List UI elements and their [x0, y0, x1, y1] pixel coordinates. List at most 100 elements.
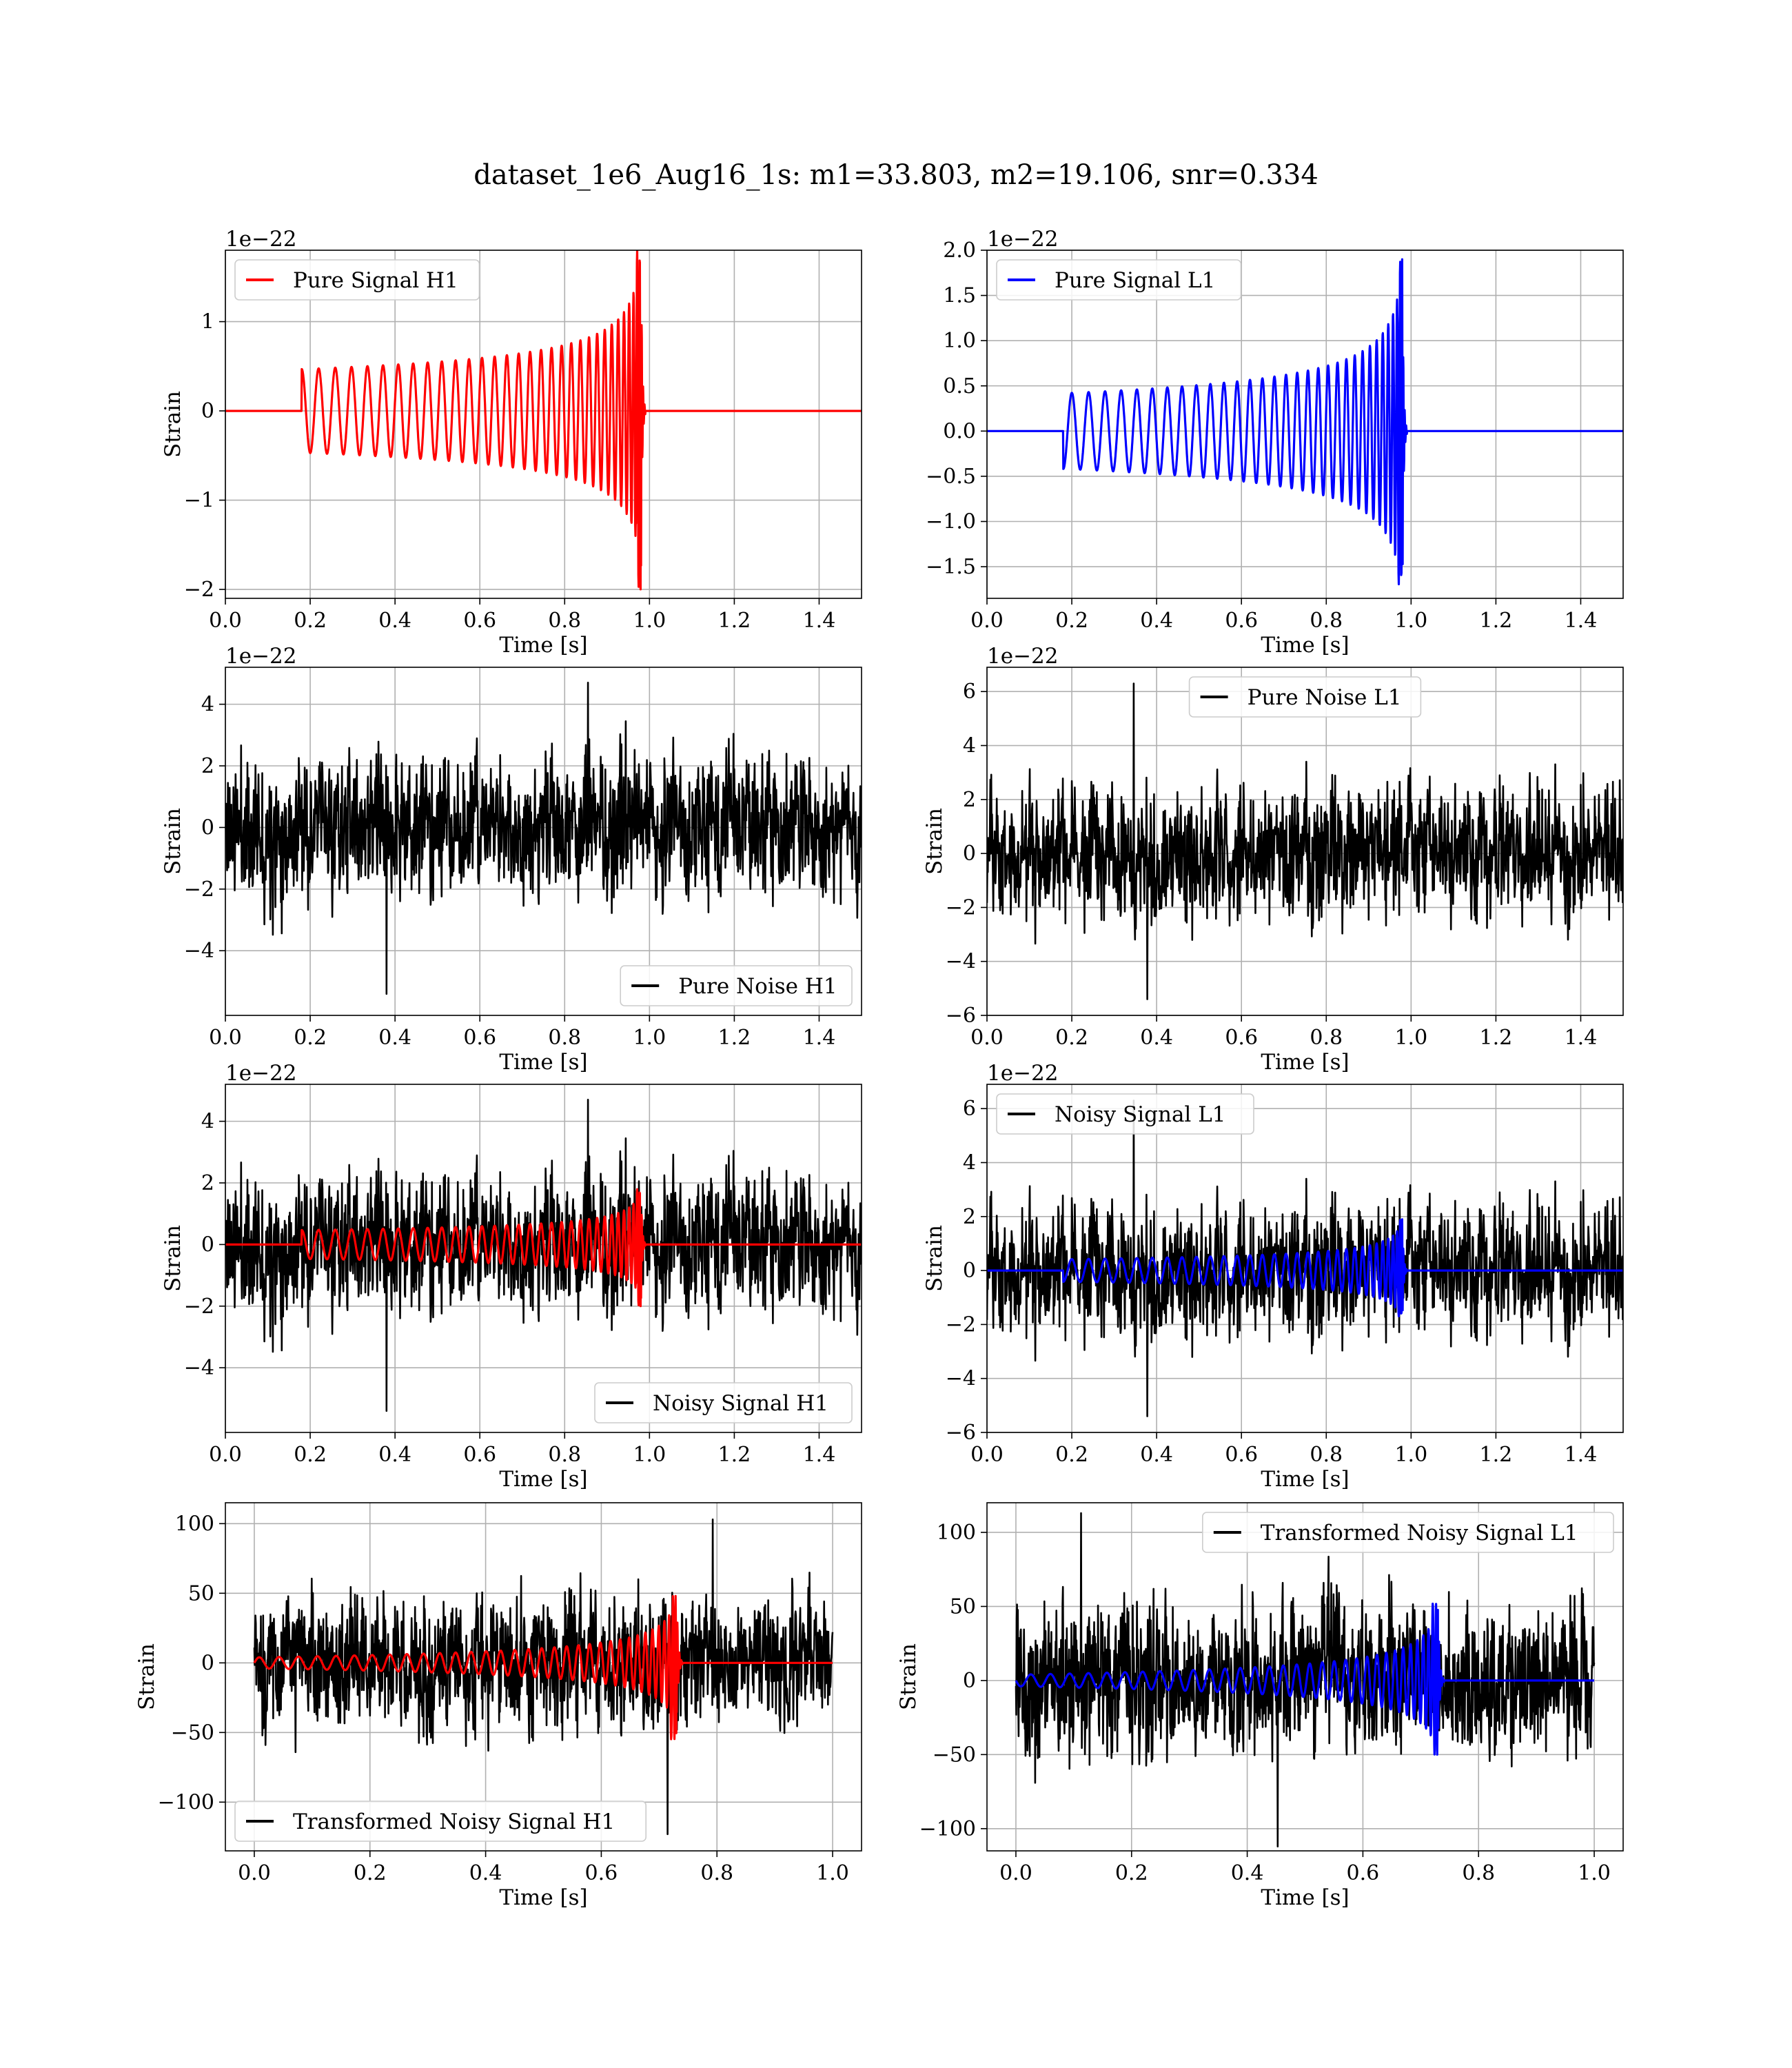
x-tick-label: 0.2 — [1055, 1026, 1088, 1050]
x-tick-label: 0.4 — [1140, 1443, 1173, 1467]
subplot-pure-noise-h1: 0.0 0.2 0.4 0.6 0.8 1.0 1.2 1.4 −4 −2 0 2 4 Time [s] S… — [161, 644, 862, 1075]
series-group — [225, 682, 862, 995]
ticks: 0.0 0.2 0.4 0.6 0.8 1.0 −100 −50 0 50 100 — [158, 1512, 849, 1885]
ticks: 0.0 0.2 0.4 0.6 0.8 1.0 1.2 1.4 −6 −4 −2 0 2 4 6 — [946, 680, 1598, 1050]
axes-frame — [225, 667, 862, 1016]
x-tick-label: 1.0 — [1394, 609, 1427, 633]
x-axis-label: Time [s] — [499, 633, 587, 658]
y-tick-label: 4 — [201, 693, 214, 717]
y-tick-label: −4 — [184, 939, 214, 963]
x-tick-label: 1.0 — [633, 1443, 666, 1467]
y-axis-label: Strain — [161, 1225, 185, 1292]
legend-box — [1188, 676, 1422, 718]
y-tick-label: 4 — [963, 1151, 976, 1175]
x-axis-label: Time [s] — [499, 1885, 587, 1910]
y-tick-label: −2 — [946, 1312, 976, 1337]
y-tick-label: −2 — [184, 1295, 214, 1319]
series-group — [253, 1518, 834, 1836]
x-axis-label: Time [s] — [499, 1050, 587, 1075]
legend-label: Pure Noise L1 — [1248, 685, 1402, 710]
subplot-transformed-noisy-signal-l1: 0.0 0.2 0.4 0.6 0.8 1.0 −100 −50 0 50 100 Time [s] S… — [896, 1502, 1624, 1910]
series-group — [987, 682, 1623, 1000]
legend-label: Pure Signal L1 — [1055, 268, 1215, 293]
subplot-noisy-signal-l1: 0.0 0.2 0.4 0.6 0.8 1.0 1.2 1.4 −6 −4 −2 0 2 4 6 Time [… — [922, 1061, 1624, 1492]
y-tick-label: −2 — [184, 878, 214, 902]
y-tick-label: −0.5 — [926, 465, 976, 489]
x-tick-label: 0.8 — [700, 1861, 733, 1885]
y-tick-label: −4 — [946, 1367, 976, 1391]
x-tick-label: 1.0 — [633, 1026, 666, 1050]
y-tick-label: −4 — [184, 1356, 214, 1380]
legend-label: Pure Signal H1 — [293, 268, 458, 293]
subplot-pure-signal-h1: 0.0 0.2 0.4 0.6 0.8 1.0 1.2 1.4 −2 −1 0 1 Time [s] St… — [161, 227, 862, 658]
y-tick-label: 100 — [175, 1512, 214, 1536]
y-axis-label: Strain — [134, 1643, 159, 1710]
x-tick-label: 0.0 — [999, 1861, 1032, 1885]
y-offset-label: 1e−22 — [987, 1061, 1059, 1086]
x-axis-label: Time [s] — [1261, 633, 1349, 658]
legend: Noisy Signal H1 — [594, 1382, 853, 1423]
x-tick-label: 0.2 — [294, 609, 327, 633]
x-tick-label: 0.8 — [1310, 609, 1343, 633]
legend-box — [234, 259, 480, 301]
noise-line — [1015, 1512, 1596, 1847]
x-axis-label: Time [s] — [1261, 1467, 1349, 1492]
x-tick-label: 1.0 — [1394, 1443, 1427, 1467]
legend-label: Transformed Noisy Signal H1 — [293, 1810, 615, 1834]
legend: Transformed Noisy Signal H1 — [234, 1801, 647, 1842]
x-tick-label: 0.4 — [1140, 609, 1173, 633]
signal-line — [987, 1218, 1623, 1317]
y-offset-label: 1e−22 — [225, 227, 297, 252]
legend: Pure Noise H1 — [620, 965, 853, 1006]
x-tick-label: 0.0 — [970, 1026, 1004, 1050]
subplot-transformed-noisy-signal-h1: 0.0 0.2 0.4 0.6 0.8 1.0 −100 −50 0 50 100 Time [s] S… — [134, 1502, 862, 1910]
x-tick-label: 1.4 — [803, 1026, 836, 1050]
x-tick-label: 0.0 — [209, 1026, 242, 1050]
y-axis-label: Strain — [922, 1225, 947, 1292]
y-tick-label: 50 — [950, 1594, 976, 1619]
x-tick-label: 1.4 — [1565, 1443, 1598, 1467]
x-axis-label: Time [s] — [499, 1467, 587, 1492]
x-tick-label: 0.2 — [1055, 1443, 1088, 1467]
y-tick-label: −6 — [946, 1004, 976, 1028]
legend-box — [1202, 1512, 1614, 1553]
legend-box — [594, 1382, 853, 1423]
x-tick-label: 0.0 — [238, 1861, 271, 1885]
x-tick-label: 0.6 — [463, 1443, 496, 1467]
x-tick-label: 0.4 — [378, 1443, 411, 1467]
legend: Pure Signal H1 — [234, 259, 480, 301]
x-axis-label: Time [s] — [1261, 1885, 1349, 1910]
x-tick-label: 1.4 — [803, 1443, 836, 1467]
y-tick-label: −2 — [184, 578, 214, 602]
x-tick-label: 1.4 — [803, 609, 836, 633]
signal-line — [225, 1188, 862, 1308]
x-axis-label: Time [s] — [1261, 1050, 1349, 1075]
axes-frame — [986, 1502, 1624, 1852]
signal-line — [987, 258, 1623, 586]
legend: Transformed Noisy Signal L1 — [1202, 1512, 1614, 1553]
y-tick-label: 2 — [963, 788, 976, 812]
y-tick-label: 0 — [201, 1651, 214, 1675]
y-tick-label: 0 — [963, 842, 976, 866]
x-tick-label: 1.2 — [1480, 1026, 1513, 1050]
y-tick-label: −50 — [933, 1743, 976, 1767]
x-tick-label: 1.2 — [1480, 1443, 1513, 1467]
y-axis-label: Strain — [161, 808, 185, 875]
x-tick-label: 0.8 — [548, 1443, 581, 1467]
subplot-pure-signal-l1: 0.0 0.2 0.4 0.6 0.8 1.0 1.2 1.4 −1.5 −1.0 −0.5 0.0 0… — [926, 227, 1624, 658]
x-tick-label: 0.8 — [1310, 1443, 1343, 1467]
x-tick-label: 0.8 — [1310, 1026, 1343, 1050]
x-tick-label: 1.0 — [1578, 1861, 1611, 1885]
subplot-pure-noise-l1: 0.0 0.2 0.4 0.6 0.8 1.0 1.2 1.4 −6 −4 −2 0 2 4 6 Time [… — [922, 644, 1624, 1075]
x-tick-label: 1.2 — [1480, 609, 1513, 633]
x-tick-label: 0.6 — [463, 1026, 496, 1050]
ticks: 0.0 0.2 0.4 0.6 0.8 1.0 1.2 1.4 −2 −1 0 1 — [184, 310, 836, 633]
y-tick-label: 100 — [937, 1521, 976, 1545]
x-tick-label: 0.2 — [294, 1443, 327, 1467]
x-tick-label: 0.0 — [970, 1443, 1004, 1467]
ticks: 0.0 0.2 0.4 0.6 0.8 1.0 1.2 1.4 −4 −2 0 2 4 — [184, 693, 836, 1050]
y-tick-label: −100 — [919, 1817, 976, 1841]
y-tick-label: −100 — [158, 1790, 214, 1814]
x-tick-label: 0.8 — [548, 609, 581, 633]
